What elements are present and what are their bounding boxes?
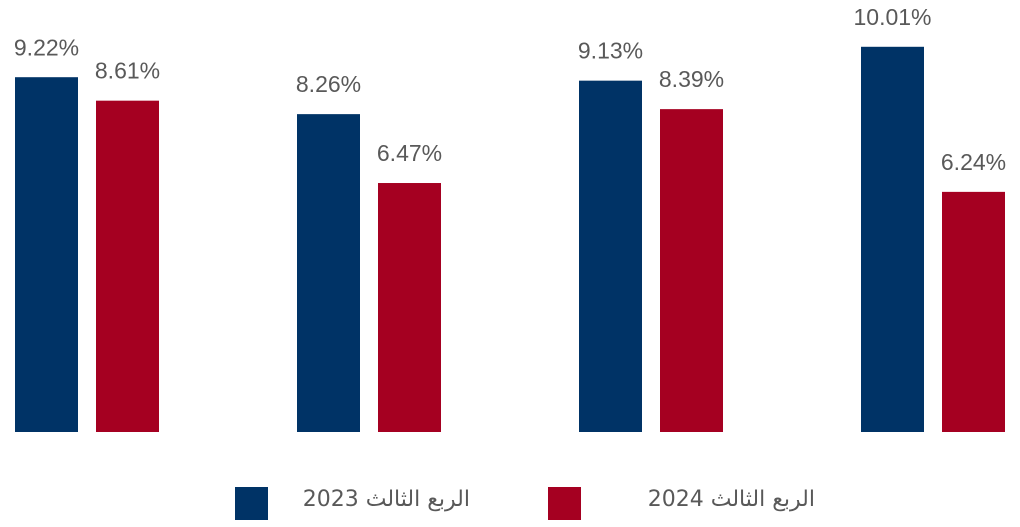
bar xyxy=(15,77,78,432)
data-label: 10.01% xyxy=(853,4,931,30)
bar xyxy=(660,109,723,432)
bar xyxy=(297,114,360,432)
data-label: 6.47% xyxy=(377,140,442,166)
legend-swatch xyxy=(548,487,581,520)
bar xyxy=(579,80,642,433)
bar xyxy=(378,183,441,432)
bar xyxy=(861,46,924,432)
legend-swatch xyxy=(235,487,268,520)
legend-label: الربع الثالث 2024 xyxy=(648,487,815,512)
data-label: 8.39% xyxy=(659,66,724,92)
bar xyxy=(942,191,1005,432)
bar xyxy=(96,100,159,432)
data-label: 9.22% xyxy=(14,34,79,60)
data-label: 8.61% xyxy=(95,58,160,84)
legend-label: الربع الثالث 2023 xyxy=(303,487,470,512)
data-label: 9.13% xyxy=(578,38,643,64)
data-label: 6.24% xyxy=(941,149,1006,175)
data-label: 8.26% xyxy=(296,71,361,97)
